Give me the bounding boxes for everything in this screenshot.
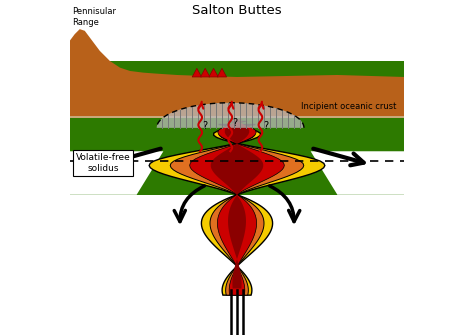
Polygon shape bbox=[70, 151, 164, 195]
Polygon shape bbox=[190, 121, 284, 295]
Text: ?: ? bbox=[233, 118, 238, 128]
Text: Salton Buttes: Salton Buttes bbox=[192, 4, 282, 17]
Polygon shape bbox=[157, 103, 304, 128]
Polygon shape bbox=[201, 68, 210, 77]
Polygon shape bbox=[70, 61, 404, 195]
Text: ?: ? bbox=[263, 121, 268, 131]
Polygon shape bbox=[149, 125, 325, 295]
Text: Pennisular
Range: Pennisular Range bbox=[73, 7, 117, 27]
Polygon shape bbox=[211, 120, 263, 289]
Text: Incipient oceanic crust: Incipient oceanic crust bbox=[301, 101, 396, 111]
Polygon shape bbox=[209, 68, 218, 77]
Polygon shape bbox=[170, 125, 304, 295]
Polygon shape bbox=[310, 151, 404, 195]
Polygon shape bbox=[217, 68, 227, 77]
Polygon shape bbox=[192, 68, 201, 77]
Text: ?: ? bbox=[203, 121, 208, 131]
Polygon shape bbox=[70, 1, 404, 335]
Polygon shape bbox=[70, 116, 404, 119]
Polygon shape bbox=[70, 29, 404, 118]
Text: Volatile-free
solidus: Volatile-free solidus bbox=[76, 153, 130, 173]
